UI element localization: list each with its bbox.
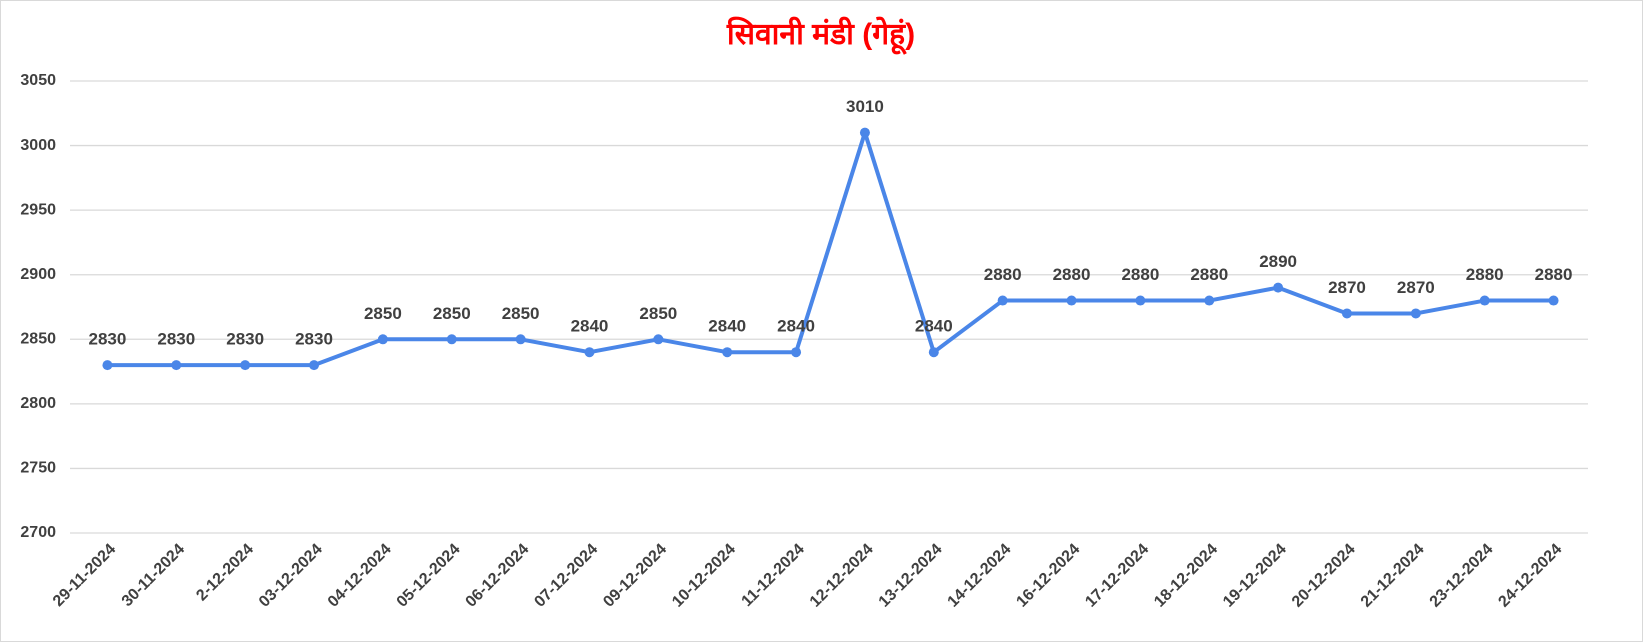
- data-point: [997, 295, 1008, 306]
- data-line: [107, 130, 1554, 368]
- y-tick-label: 2850: [20, 331, 56, 348]
- data-point: [1479, 295, 1490, 306]
- data-label: 2870: [1328, 278, 1366, 297]
- data-label: 2850: [433, 304, 471, 323]
- data-label: 2840: [708, 317, 746, 336]
- data-label: 2850: [364, 304, 402, 323]
- data-point: [722, 347, 733, 358]
- y-tick-label: 2700: [20, 524, 56, 541]
- data-point: [102, 360, 113, 371]
- data-point: [791, 347, 802, 358]
- data-label: 2870: [1397, 278, 1435, 297]
- y-tick-label: 2900: [20, 266, 56, 283]
- data-point: [377, 334, 388, 345]
- data-point: [1066, 295, 1077, 306]
- data-point: [1410, 308, 1421, 319]
- data-point: [928, 347, 939, 358]
- data-label: 2880: [1121, 265, 1159, 284]
- data-point: [240, 360, 251, 371]
- y-tick-label: 2800: [20, 395, 56, 412]
- data-label: 2850: [639, 304, 677, 323]
- data-point: [515, 334, 526, 345]
- data-label: 2840: [777, 317, 815, 336]
- data-label: 2880: [1190, 265, 1228, 284]
- data-point: [1341, 308, 1352, 319]
- data-point: [1204, 295, 1215, 306]
- data-point: [1548, 295, 1559, 306]
- data-point: [309, 360, 320, 371]
- data-label: 2840: [915, 317, 953, 336]
- data-label: 2850: [502, 304, 540, 323]
- data-label: 3010: [846, 97, 884, 116]
- data-point: [584, 347, 595, 358]
- data-label: 2840: [571, 317, 609, 336]
- y-tick-label: 2750: [20, 460, 56, 477]
- data-label: 2880: [1535, 265, 1573, 284]
- data-point: [446, 334, 457, 345]
- y-tick-label: 3050: [20, 72, 56, 89]
- data-label: 2830: [226, 330, 264, 349]
- y-tick-label: 2950: [20, 201, 56, 218]
- data-point: [1135, 295, 1146, 306]
- data-label: 2880: [1053, 265, 1091, 284]
- data-point: [859, 127, 870, 138]
- y-tick-label: 3000: [20, 137, 56, 154]
- data-label: 2830: [157, 330, 195, 349]
- data-label: 2880: [1466, 265, 1504, 284]
- chart-title: सिवानी मंडी (गेहूं): [726, 16, 915, 55]
- data-point: [653, 334, 664, 345]
- data-label: 2890: [1259, 252, 1297, 271]
- data-label: 2880: [984, 265, 1022, 284]
- data-label: 2830: [89, 330, 127, 349]
- data-point: [1273, 282, 1284, 293]
- data-label: 2830: [295, 330, 333, 349]
- data-point: [171, 360, 182, 371]
